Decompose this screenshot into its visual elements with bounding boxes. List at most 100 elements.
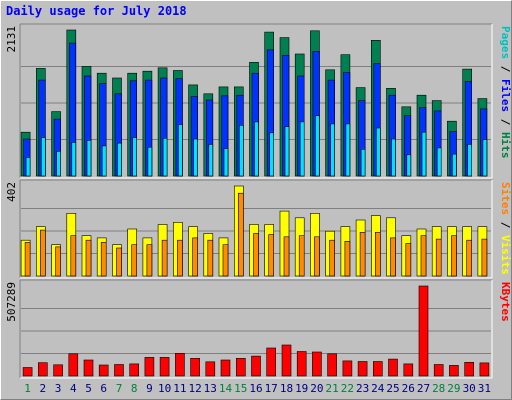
bar-kbytes-day-12	[190, 357, 200, 377]
x-tick-label-4: 4	[70, 382, 77, 395]
bar-sites-day-15	[238, 192, 244, 277]
bar-kbytes-day-29	[449, 365, 459, 377]
bar-pages-day-27	[421, 131, 427, 177]
bar-kbytes-day-27	[418, 285, 429, 377]
chart-title: Daily usage for July 2018	[6, 4, 187, 18]
bar-kbytes-day-5	[83, 359, 94, 377]
legend-entry: /	[499, 112, 512, 132]
bar-kbytes-day-16	[251, 355, 261, 377]
bar-sites-day-10	[161, 239, 168, 277]
bar-kbytes-day-24	[372, 361, 383, 377]
bar-sites-day-14	[222, 244, 229, 277]
legend-entry: /	[499, 215, 512, 235]
bar-sites-day-20	[314, 236, 320, 277]
x-tick-label-6: 6	[100, 382, 107, 395]
bar-pages-day-14	[223, 148, 229, 177]
bar-pages-day-19	[299, 121, 305, 177]
bar-sites-day-27	[420, 235, 427, 277]
bar-kbytes-day-17	[266, 347, 277, 377]
bar-kbytes-day-15	[236, 357, 246, 377]
bar-sites-day-18	[283, 236, 290, 277]
bar-pages-day-9	[147, 146, 153, 177]
legend-entry: KBytes	[499, 282, 512, 322]
bar-pages-day-8	[132, 137, 137, 177]
bar-sites-day-31	[481, 238, 488, 277]
bar-pages-day-17	[269, 132, 275, 177]
bar-kbytes-day-8	[129, 363, 139, 377]
bar-kbytes-day-26	[403, 363, 414, 377]
bar-kbytes-day-18	[281, 344, 292, 377]
x-tick-label-25: 25	[386, 382, 399, 395]
bar-kbytes-day-19	[296, 351, 307, 377]
bar-kbytes-day-6	[98, 364, 109, 377]
bar-sites-day-11	[177, 239, 183, 277]
x-tick-label-10: 10	[158, 382, 171, 395]
bar-pages-day-21	[330, 123, 335, 177]
x-tick-label-2: 2	[39, 382, 46, 395]
bar-sites-day-30	[466, 239, 473, 277]
bar-kbytes-day-21	[327, 353, 337, 377]
x-tick-label-13: 13	[204, 382, 217, 395]
bar-sites-day-8	[131, 244, 137, 277]
bar-kbytes-day-10	[159, 357, 170, 377]
x-tick-label-23: 23	[356, 382, 369, 395]
bar-pages-day-22	[345, 123, 351, 177]
x-tick-label-28: 28	[432, 382, 445, 395]
bar-sites-day-6	[100, 242, 107, 277]
bar-sites-day-17	[268, 234, 275, 277]
x-tick-label-1: 1	[24, 382, 31, 395]
x-tick-label-20: 20	[310, 382, 323, 395]
bar-pages-day-7	[117, 142, 122, 177]
bar-pages-day-15	[239, 125, 244, 177]
bar-kbytes-day-9	[144, 357, 155, 377]
bar-kbytes-day-14	[220, 359, 231, 377]
bar-sites-day-25	[390, 237, 396, 277]
legend-kbytes: KBytes	[499, 282, 512, 322]
x-tick-label-15: 15	[234, 382, 247, 395]
bar-sites-day-28	[435, 238, 442, 277]
bar-kbytes-day-3	[53, 364, 63, 377]
x-tick-label-31: 31	[478, 382, 491, 395]
bar-sites-day-3	[55, 246, 61, 277]
bar-kbytes-day-25	[388, 358, 398, 377]
bar-kbytes-day-13	[205, 361, 216, 377]
bar-pages-day-25	[391, 138, 396, 177]
legend-entry: Sites	[499, 182, 512, 215]
legend-pages-files-hits: Pages / Files / Hits	[499, 26, 512, 159]
legend-entry: /	[499, 59, 512, 79]
x-tick-label-8: 8	[131, 382, 138, 395]
bar-sites-day-1	[24, 242, 31, 277]
bar-pages-day-10	[162, 138, 168, 177]
bar-sites-day-29	[451, 235, 457, 277]
legend-entry: Pages	[499, 26, 512, 59]
y-max-label: 402	[5, 182, 18, 202]
x-tick-label-5: 5	[85, 382, 92, 395]
bar-pages-day-2	[40, 137, 46, 177]
bar-sites-day-13	[207, 239, 214, 277]
bar-pages-day-24	[375, 127, 381, 177]
bar-sites-day-12	[192, 237, 198, 277]
bar-pages-day-4	[71, 142, 77, 177]
x-tick-label-30: 30	[463, 382, 476, 395]
bar-pages-day-3	[56, 151, 61, 177]
x-tick-label-26: 26	[402, 382, 415, 395]
bar-sites-day-19	[298, 235, 305, 277]
bar-kbytes-day-28	[433, 364, 444, 377]
bar-sites-day-22	[344, 241, 351, 277]
bar-sites-day-21	[329, 239, 335, 277]
bar-pages-day-11	[178, 124, 183, 177]
bar-pages-day-28	[436, 147, 442, 177]
bar-kbytes-day-7	[114, 364, 124, 377]
x-tick-label-11: 11	[173, 382, 186, 395]
bar-pages-day-30	[467, 144, 473, 177]
bar-sites-day-4	[70, 235, 77, 277]
bar-pages-day-6	[101, 145, 107, 177]
x-tick-label-16: 16	[249, 382, 262, 395]
y-max-label: 2131	[5, 26, 18, 53]
bar-sites-day-2	[39, 229, 46, 277]
legend-entry: Visits	[499, 235, 512, 275]
bar-sites-day-26	[405, 243, 412, 277]
x-tick-label-18: 18	[280, 382, 293, 395]
x-tick-label-29: 29	[447, 382, 460, 395]
